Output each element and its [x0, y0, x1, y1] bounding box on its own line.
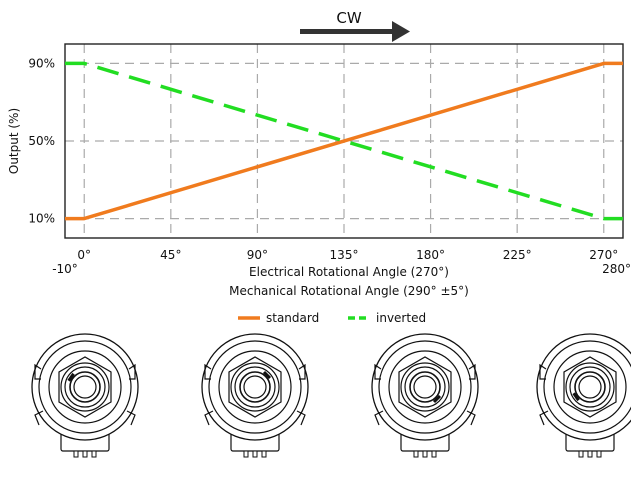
mounting-tab — [466, 410, 476, 426]
hex-nut — [228, 356, 282, 418]
x-limit-label: 280° — [602, 262, 631, 276]
terminal-pin — [252, 450, 258, 458]
body-ring — [208, 340, 302, 434]
mounting-tab — [468, 363, 476, 380]
x-tick-label: 135° — [330, 248, 359, 262]
body-ring — [543, 340, 631, 434]
y-tick-label: 50% — [28, 134, 55, 148]
shaft-flat — [67, 372, 75, 382]
bushing-inner — [234, 366, 276, 408]
terminal-pin — [261, 450, 267, 458]
knob-illustrations — [31, 333, 631, 458]
series-line-inverted — [65, 61, 623, 221]
mounting-tab — [298, 363, 306, 380]
mounting-tab — [204, 363, 212, 380]
mounting-tab — [34, 363, 42, 380]
shaft-flat — [432, 394, 442, 404]
mounting-tab — [296, 410, 306, 426]
y-axis-ticks: 10% 50% 90% — [28, 56, 55, 225]
washer — [388, 350, 462, 424]
legend: standard inverted — [238, 311, 426, 325]
bushing — [60, 362, 110, 412]
x-axis-ticks: 0° 45° 90° 135° 180° 225° 270° -10° 280° — [52, 248, 631, 276]
y-tick-label: 90% — [28, 56, 55, 70]
bushing-inner — [404, 366, 446, 408]
mounting-tab — [539, 363, 547, 380]
series-line-standard — [65, 61, 623, 221]
hex-nut — [563, 356, 617, 418]
washer — [218, 350, 292, 424]
terminal-pin — [596, 450, 602, 458]
washer — [553, 350, 627, 424]
cw-label: CW — [336, 9, 361, 27]
terminal-pin — [413, 450, 419, 458]
bushing — [565, 362, 615, 412]
x-tick-label: 270° — [589, 248, 618, 262]
bushing — [230, 362, 280, 412]
mounting-tab — [374, 363, 382, 380]
potentiometer-icon — [31, 333, 139, 458]
shaft-face — [413, 375, 437, 399]
hex-nut — [398, 356, 452, 418]
shaft-flat-mark — [432, 394, 442, 404]
x-tick-label: 90° — [247, 248, 268, 262]
x-tick-label: 180° — [416, 248, 445, 262]
hex-nut — [58, 356, 112, 418]
shaft-flat-mark — [67, 372, 75, 382]
plot-area — [64, 43, 624, 239]
body-ring — [38, 340, 132, 434]
mounting-tab — [204, 410, 214, 426]
washer — [48, 350, 122, 424]
arrow-right-icon — [300, 21, 410, 42]
terminal-pin — [422, 450, 428, 458]
grid — [65, 44, 623, 238]
legend-label-inverted: inverted — [376, 311, 426, 325]
legend-label-standard: standard — [266, 311, 319, 325]
y-axis-title: Output (%) — [7, 108, 21, 174]
shaft-face — [243, 375, 267, 399]
shaft-flat — [262, 370, 272, 380]
cw-indicator: CW — [300, 9, 410, 42]
mounting-tab — [374, 410, 384, 426]
terminal-pin — [587, 450, 593, 458]
potentiometer-icon — [536, 333, 631, 458]
x-axis-title: Electrical Rotational Angle (270°) — [249, 265, 449, 279]
mounting-tab — [34, 410, 44, 426]
bushing — [400, 362, 450, 412]
shaft-flat-mark — [262, 370, 272, 380]
y-tick-label: 10% — [28, 212, 55, 226]
terminal-pin — [91, 450, 97, 458]
terminal-pin — [431, 450, 437, 458]
potentiometer-icon — [201, 333, 309, 458]
mounting-tab — [128, 363, 136, 380]
series-layer — [65, 61, 623, 221]
plot-frame — [64, 43, 624, 239]
terminal-pin — [82, 450, 88, 458]
bushing-inner — [569, 366, 611, 408]
x-tick-label: 45° — [160, 248, 181, 262]
shaft-flat-mark — [572, 392, 580, 402]
x-axis-title-secondary: Mechanical Rotational Angle (290° ±5°) — [229, 284, 469, 298]
mounting-tab — [126, 410, 136, 426]
terminal-pin — [243, 450, 249, 458]
shaft-flat — [572, 392, 580, 402]
shaft-face — [578, 375, 602, 399]
shaft-face — [73, 375, 97, 399]
terminal-pin — [73, 450, 79, 458]
bushing-inner — [64, 366, 106, 408]
x-tick-label: 0° — [77, 248, 91, 262]
mounting-tab — [539, 410, 549, 426]
potentiometer-icon — [371, 333, 479, 458]
x-limit-label: -10° — [52, 262, 78, 276]
terminal-pin — [578, 450, 584, 458]
body-ring — [378, 340, 472, 434]
x-tick-label: 225° — [503, 248, 532, 262]
